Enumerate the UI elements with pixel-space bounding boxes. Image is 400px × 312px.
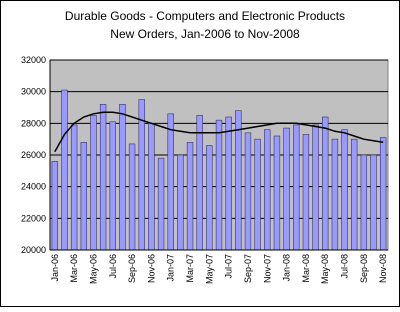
bar bbox=[273, 135, 281, 251]
y-tick-label: 24000 bbox=[21, 182, 46, 192]
x-tick-label: Sep-07 bbox=[243, 254, 253, 283]
x-tick-label: May-07 bbox=[204, 254, 214, 284]
bar bbox=[215, 119, 223, 251]
bar bbox=[312, 124, 319, 251]
x-tick-label: Nov-07 bbox=[262, 254, 272, 283]
bar bbox=[302, 134, 310, 251]
x-tick-label: Sep-06 bbox=[127, 254, 137, 283]
bar bbox=[138, 99, 145, 251]
bar bbox=[341, 129, 348, 251]
bar bbox=[196, 115, 203, 251]
x-tick-label: Jul-07 bbox=[224, 254, 234, 279]
bar bbox=[225, 116, 232, 251]
y-tick-label: 20000 bbox=[21, 245, 46, 255]
bar bbox=[99, 104, 107, 251]
bar bbox=[254, 138, 261, 251]
bar bbox=[206, 145, 213, 251]
bar bbox=[128, 143, 136, 251]
bar bbox=[322, 116, 329, 251]
x-tick-label: Mar-07 bbox=[185, 254, 195, 283]
chart-title: Durable Goods - Computers and Electronic… bbox=[65, 9, 345, 23]
x-tick-label: Jan-08 bbox=[282, 254, 292, 282]
x-tick-label: Jan-06 bbox=[50, 254, 60, 282]
bar bbox=[186, 142, 194, 251]
x-tick-label: Mar-08 bbox=[301, 254, 311, 283]
trend-line bbox=[54, 111, 384, 153]
x-tick-label: Jul-08 bbox=[340, 254, 350, 279]
x-tick-label: Nov-08 bbox=[378, 254, 388, 283]
x-tick-label: Sep-08 bbox=[359, 254, 369, 283]
bar bbox=[157, 157, 165, 251]
bar bbox=[264, 129, 271, 251]
bar bbox=[293, 124, 300, 251]
bar bbox=[51, 161, 59, 251]
x-tick-label: Mar-06 bbox=[69, 254, 79, 283]
bar bbox=[370, 154, 377, 251]
x-tick-label: May-08 bbox=[320, 254, 330, 284]
bar bbox=[61, 89, 68, 251]
y-tick-label: 30000 bbox=[21, 87, 46, 97]
y-tick-label: 26000 bbox=[21, 150, 46, 160]
bar bbox=[379, 137, 387, 251]
bar bbox=[167, 113, 174, 251]
bar bbox=[80, 142, 87, 251]
y-tick-label: 28000 bbox=[21, 118, 46, 128]
bar bbox=[70, 124, 78, 251]
chart-subtitle: New Orders, Jan-2006 to Nov-2008 bbox=[110, 27, 300, 41]
bar bbox=[109, 121, 116, 251]
bar bbox=[90, 115, 97, 251]
bar bbox=[244, 132, 252, 251]
y-tick-label: 32000 bbox=[21, 55, 46, 65]
bar bbox=[148, 123, 155, 251]
x-tick-label: May-06 bbox=[88, 254, 98, 284]
bar bbox=[283, 127, 290, 251]
bar bbox=[360, 154, 368, 251]
x-tick-label: Jan-07 bbox=[166, 254, 176, 282]
x-tick-label: Jul-06 bbox=[108, 254, 118, 279]
bar bbox=[331, 138, 339, 251]
bar bbox=[235, 110, 242, 251]
x-tick-label: Nov-06 bbox=[146, 254, 156, 283]
bar bbox=[119, 104, 126, 251]
bar bbox=[351, 138, 358, 251]
bar bbox=[177, 154, 184, 251]
y-tick-label: 22000 bbox=[21, 213, 46, 223]
